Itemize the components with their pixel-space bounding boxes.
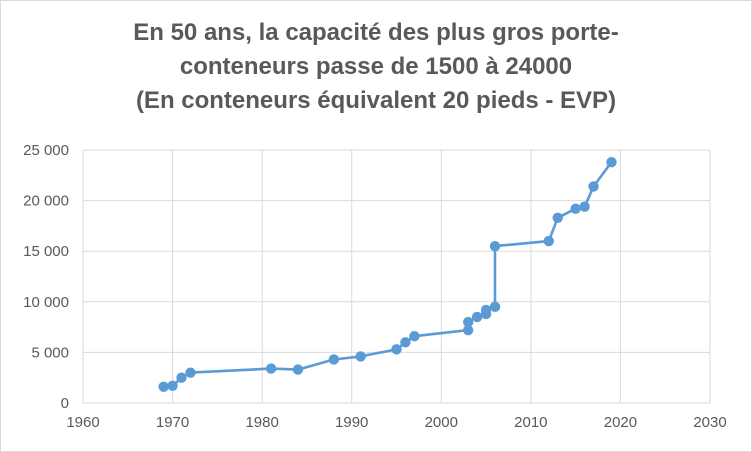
chart-title-line: En 50 ans, la capacité des plus gros por…	[133, 19, 619, 46]
data-point	[265, 363, 277, 374]
y-tick-label: 10 000	[23, 294, 69, 311]
x-tick-label: 1980	[245, 414, 278, 431]
series-layer	[158, 156, 617, 393]
data-point	[588, 181, 599, 192]
data-point	[462, 324, 474, 336]
y-tick-label: 5 000	[31, 344, 69, 361]
x-tick-label: 1960	[66, 414, 99, 431]
data-point	[158, 381, 169, 393]
chart-title-line: conteneurs passe de 1500 à 24000	[179, 53, 573, 80]
x-tick-label: 1990	[335, 414, 368, 431]
data-point	[292, 364, 304, 375]
data-point	[391, 344, 402, 355]
x-tick-label: 2030	[693, 414, 726, 431]
data-point	[579, 201, 590, 212]
y-tick-label: 15 000	[23, 243, 69, 260]
chart-title-line: (En conteneurs équivalent 20 pieds - EVP…	[135, 87, 617, 114]
y-axis-ticks: 0 5 000 10 000 15 000 20 000 25 000	[23, 142, 69, 412]
data-point	[400, 337, 411, 348]
data-point	[462, 316, 474, 328]
data-point	[355, 351, 366, 362]
x-tick-label: 2020	[604, 414, 637, 431]
chart-title: En 50 ans, la capacité des plus gros por…	[0, 16, 752, 118]
x-axis-ticks: 1960 1970 1980 1990 2000 2010 2020 2030	[66, 414, 726, 431]
data-point	[480, 304, 492, 316]
y-tick-label: 0	[61, 395, 69, 412]
data-point	[185, 367, 196, 378]
y-tick-label: 25 000	[23, 142, 69, 159]
y-tick-label: 20 000	[23, 193, 69, 210]
data-point	[409, 331, 420, 342]
data-point	[552, 212, 563, 224]
data-point	[543, 235, 554, 247]
data-point	[570, 203, 581, 214]
x-tick-label: 2010	[514, 414, 547, 431]
x-tick-label: 2000	[425, 414, 458, 431]
gridlines	[82, 149, 711, 404]
data-point	[606, 156, 617, 168]
data-point	[489, 240, 501, 252]
data-point	[471, 311, 483, 323]
data-point	[176, 372, 187, 383]
data-point	[167, 380, 178, 391]
series-line	[163, 161, 613, 389]
data-point	[328, 354, 339, 365]
data-point	[489, 301, 501, 313]
x-tick-label: 1970	[156, 414, 189, 431]
